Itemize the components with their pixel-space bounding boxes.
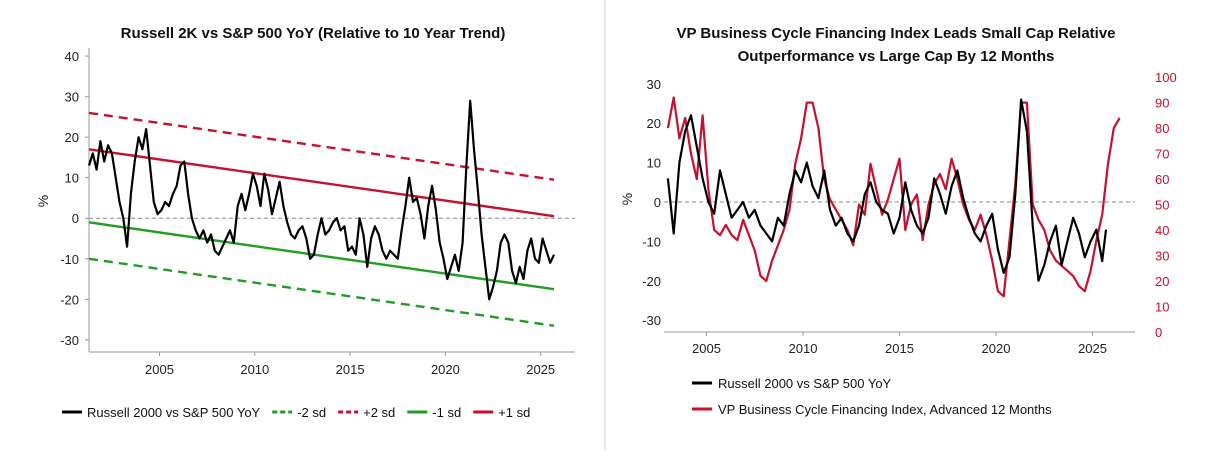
right-series-russell-vs-sp bbox=[666, 98, 1108, 282]
legend-label: Russell 2000 vs S&P 500 YoY bbox=[87, 405, 261, 420]
legend-label: +2 sd bbox=[363, 405, 395, 420]
right-left-y-tick-label: -10 bbox=[642, 234, 661, 249]
right-chart-title-line-1: VP Business Cycle Financing Index Leads … bbox=[676, 25, 1115, 42]
right-left-y-tick-label: 10 bbox=[647, 156, 661, 171]
right-legend: Russell 2000 vs S&P 500 YoY VP Business C… bbox=[692, 376, 1052, 417]
legend-label: +1 sd bbox=[498, 405, 530, 420]
right-y2-tick-label: 70 bbox=[1155, 147, 1169, 162]
left-x-tick-label: 2005 bbox=[145, 362, 174, 377]
right-left-y-tick-label: -20 bbox=[642, 274, 661, 289]
left-series-plus2-sd bbox=[88, 111, 555, 181]
left-y-tick-label: -10 bbox=[60, 252, 79, 267]
right-y-axis-label: % bbox=[619, 193, 635, 205]
legend-label: VP Business Cycle Financing Index, Advan… bbox=[718, 402, 1052, 417]
vp-financing-index-chart: VP Business Cycle Financing Index Leads … bbox=[619, 25, 1177, 417]
right-y2-tick-label: 100 bbox=[1155, 70, 1177, 85]
russell-vs-sp-trend-chart: Russell 2K vs S&P 500 YoY (Relative to 1… bbox=[35, 25, 575, 420]
right-x-tick-label: 2015 bbox=[885, 341, 914, 356]
right-y2-tick-label: 80 bbox=[1155, 121, 1169, 136]
right-left-y-tick-label: 20 bbox=[647, 116, 661, 131]
right-y2-tick-label: 20 bbox=[1155, 274, 1169, 289]
right-x-tick-label: 2025 bbox=[1078, 341, 1107, 356]
right-plot-area: -30 -20 -10 0 10 20 30 0 10 20 30 40 50 60 70 80 90 100 20… bbox=[642, 70, 1177, 356]
left-legend: Russell 2000 vs S&P 500 YoY -2 sd +2 sd -1 … bbox=[62, 405, 530, 420]
left-y-tick-label: 10 bbox=[65, 171, 79, 186]
right-left-y-tick-label: -30 bbox=[642, 313, 661, 328]
left-y-axis-label: % bbox=[35, 195, 51, 207]
right-y2-tick-label: 90 bbox=[1155, 96, 1169, 111]
legend-label: Russell 2000 vs S&P 500 YoY bbox=[718, 376, 892, 391]
left-chart-title: Russell 2K vs S&P 500 YoY (Relative to 1… bbox=[121, 25, 506, 42]
right-y2-tick-label: 10 bbox=[1155, 300, 1169, 315]
left-y-tick-label: -30 bbox=[60, 333, 79, 348]
left-series-minus1-sd bbox=[88, 221, 555, 291]
left-x-tick-label: 2015 bbox=[336, 362, 365, 377]
right-y2-tick-label: 40 bbox=[1155, 223, 1169, 238]
left-series-minus2-sd bbox=[88, 257, 555, 327]
left-series-plus1-sd bbox=[88, 148, 555, 218]
right-left-y-tick-label: 0 bbox=[654, 195, 661, 210]
left-x-tick-label: 2010 bbox=[240, 362, 269, 377]
left-x-tick-label: 2020 bbox=[431, 362, 460, 377]
right-x-tick-label: 2020 bbox=[982, 341, 1011, 356]
right-y2-tick-label: 50 bbox=[1155, 198, 1169, 213]
right-chart-title-line-2: Outperformance vs Large Cap By 12 Months bbox=[738, 48, 1055, 65]
left-series-russell-vs-sp bbox=[87, 99, 555, 301]
left-y-tick-label: 0 bbox=[72, 211, 79, 226]
left-y-tick-label: 40 bbox=[65, 49, 79, 64]
legend-label: -2 sd bbox=[297, 405, 326, 420]
right-y2-tick-label: 60 bbox=[1155, 172, 1169, 187]
legend-label: -1 sd bbox=[432, 405, 461, 420]
right-x-tick-label: 2010 bbox=[789, 341, 818, 356]
left-y-tick-label: -20 bbox=[60, 292, 79, 307]
right-series-vp-financing-index bbox=[666, 96, 1121, 298]
right-x-tick-label: 2005 bbox=[692, 341, 721, 356]
right-y2-tick-label: 0 bbox=[1155, 325, 1162, 340]
left-plot-area: -30 -20 -10 0 10 20 30 40 2005 2010 2015 2020 2025 bbox=[60, 48, 575, 377]
right-y2-tick-label: 30 bbox=[1155, 249, 1169, 264]
left-y-tick-label: 30 bbox=[65, 90, 79, 105]
right-left-y-tick-label: 30 bbox=[647, 77, 661, 92]
left-x-tick-label: 2025 bbox=[526, 362, 555, 377]
left-y-tick-label: 20 bbox=[65, 130, 79, 145]
